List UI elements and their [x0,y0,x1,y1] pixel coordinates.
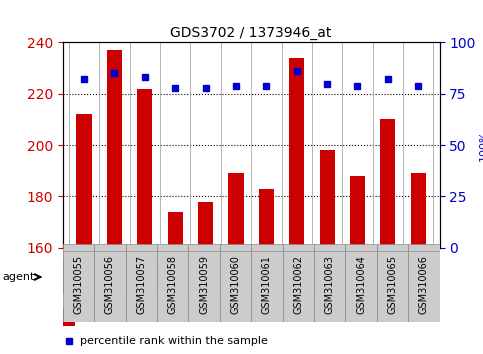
Bar [63,308,75,326]
Text: GSM310056: GSM310056 [105,255,115,314]
FancyBboxPatch shape [157,260,251,294]
Text: GSM310061: GSM310061 [262,255,272,314]
FancyBboxPatch shape [345,251,377,322]
FancyBboxPatch shape [63,244,94,260]
Text: untreated: untreated [82,272,138,282]
Bar [168,212,183,248]
FancyBboxPatch shape [408,244,440,260]
FancyBboxPatch shape [251,251,283,322]
Text: GSM310055: GSM310055 [73,255,84,314]
Y-axis label: 100%: 100% [478,129,483,161]
FancyBboxPatch shape [94,244,126,260]
FancyBboxPatch shape [251,260,345,294]
FancyBboxPatch shape [188,244,220,260]
FancyBboxPatch shape [220,251,251,322]
Title: GDS3702 / 1373946_at: GDS3702 / 1373946_at [170,26,332,40]
Text: forskolin: forskolin [369,272,416,282]
Bar [107,50,122,248]
Text: GSM310066: GSM310066 [419,255,429,314]
FancyBboxPatch shape [345,244,377,260]
Bar [411,173,426,248]
Text: cAMP: cAMP [283,272,313,282]
Bar [403,42,433,248]
FancyBboxPatch shape [126,244,157,260]
Bar [342,42,373,248]
FancyBboxPatch shape [188,251,220,322]
Bar [312,42,342,248]
FancyBboxPatch shape [63,260,157,294]
Bar [160,42,190,248]
Text: percentile rank within the sample: percentile rank within the sample [80,336,268,346]
FancyBboxPatch shape [314,251,345,322]
FancyBboxPatch shape [283,251,314,322]
Text: GSM310065: GSM310065 [387,255,398,314]
Bar [282,42,312,248]
Text: GSM310058: GSM310058 [168,255,178,314]
FancyBboxPatch shape [251,244,283,260]
FancyBboxPatch shape [345,260,440,294]
Bar [251,42,282,248]
FancyBboxPatch shape [283,244,314,260]
Bar [259,189,274,248]
Bar [76,114,92,248]
Text: GSM310064: GSM310064 [356,255,366,314]
Bar [129,42,160,248]
Text: GSM310059: GSM310059 [199,255,209,314]
FancyBboxPatch shape [94,251,126,322]
Bar [289,58,304,248]
Text: count: count [80,312,111,322]
FancyBboxPatch shape [220,244,251,260]
FancyBboxPatch shape [314,244,345,260]
Bar [320,150,335,248]
FancyBboxPatch shape [63,251,94,322]
Bar [228,173,243,248]
FancyBboxPatch shape [157,244,188,260]
Text: GSM310062: GSM310062 [293,255,303,314]
FancyBboxPatch shape [377,244,408,260]
Text: GSM310060: GSM310060 [230,255,241,314]
Text: agent: agent [2,272,35,282]
Bar [221,42,251,248]
FancyBboxPatch shape [157,251,188,322]
Text: norepinephrine: norepinephrine [161,272,247,282]
Bar [99,42,129,248]
Text: GSM310057: GSM310057 [136,255,146,314]
Bar [190,42,221,248]
Bar [380,120,396,248]
Bar [137,89,153,248]
Bar [373,42,403,248]
FancyBboxPatch shape [377,251,408,322]
FancyBboxPatch shape [408,251,440,322]
Bar [350,176,365,248]
Text: GSM310063: GSM310063 [325,255,335,314]
Bar [198,202,213,248]
FancyBboxPatch shape [126,251,157,322]
Bar [69,42,99,248]
